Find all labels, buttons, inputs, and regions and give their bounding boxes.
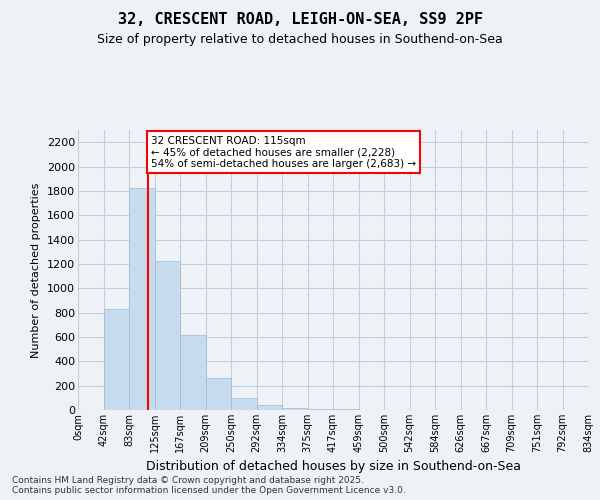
Bar bbox=[104, 309, 129, 410]
Bar bbox=[129, 188, 155, 410]
Text: 32, CRESCENT ROAD, LEIGH-ON-SEA, SS9 2PF: 32, CRESCENT ROAD, LEIGH-ON-SEA, SS9 2PF bbox=[118, 12, 482, 28]
Text: Size of property relative to detached houses in Southend-on-Sea: Size of property relative to detached ho… bbox=[97, 32, 503, 46]
Bar bbox=[180, 334, 205, 410]
Bar bbox=[282, 408, 308, 410]
Bar bbox=[205, 378, 231, 410]
Bar bbox=[308, 409, 333, 410]
Y-axis label: Number of detached properties: Number of detached properties bbox=[31, 182, 41, 358]
X-axis label: Distribution of detached houses by size in Southend-on-Sea: Distribution of detached houses by size … bbox=[146, 460, 521, 473]
Bar bbox=[155, 262, 180, 410]
Text: Contains HM Land Registry data © Crown copyright and database right 2025.
Contai: Contains HM Land Registry data © Crown c… bbox=[12, 476, 406, 495]
Bar bbox=[231, 398, 257, 410]
Text: 32 CRESCENT ROAD: 115sqm
← 45% of detached houses are smaller (2,228)
54% of sem: 32 CRESCENT ROAD: 115sqm ← 45% of detach… bbox=[151, 136, 416, 169]
Bar bbox=[257, 405, 282, 410]
